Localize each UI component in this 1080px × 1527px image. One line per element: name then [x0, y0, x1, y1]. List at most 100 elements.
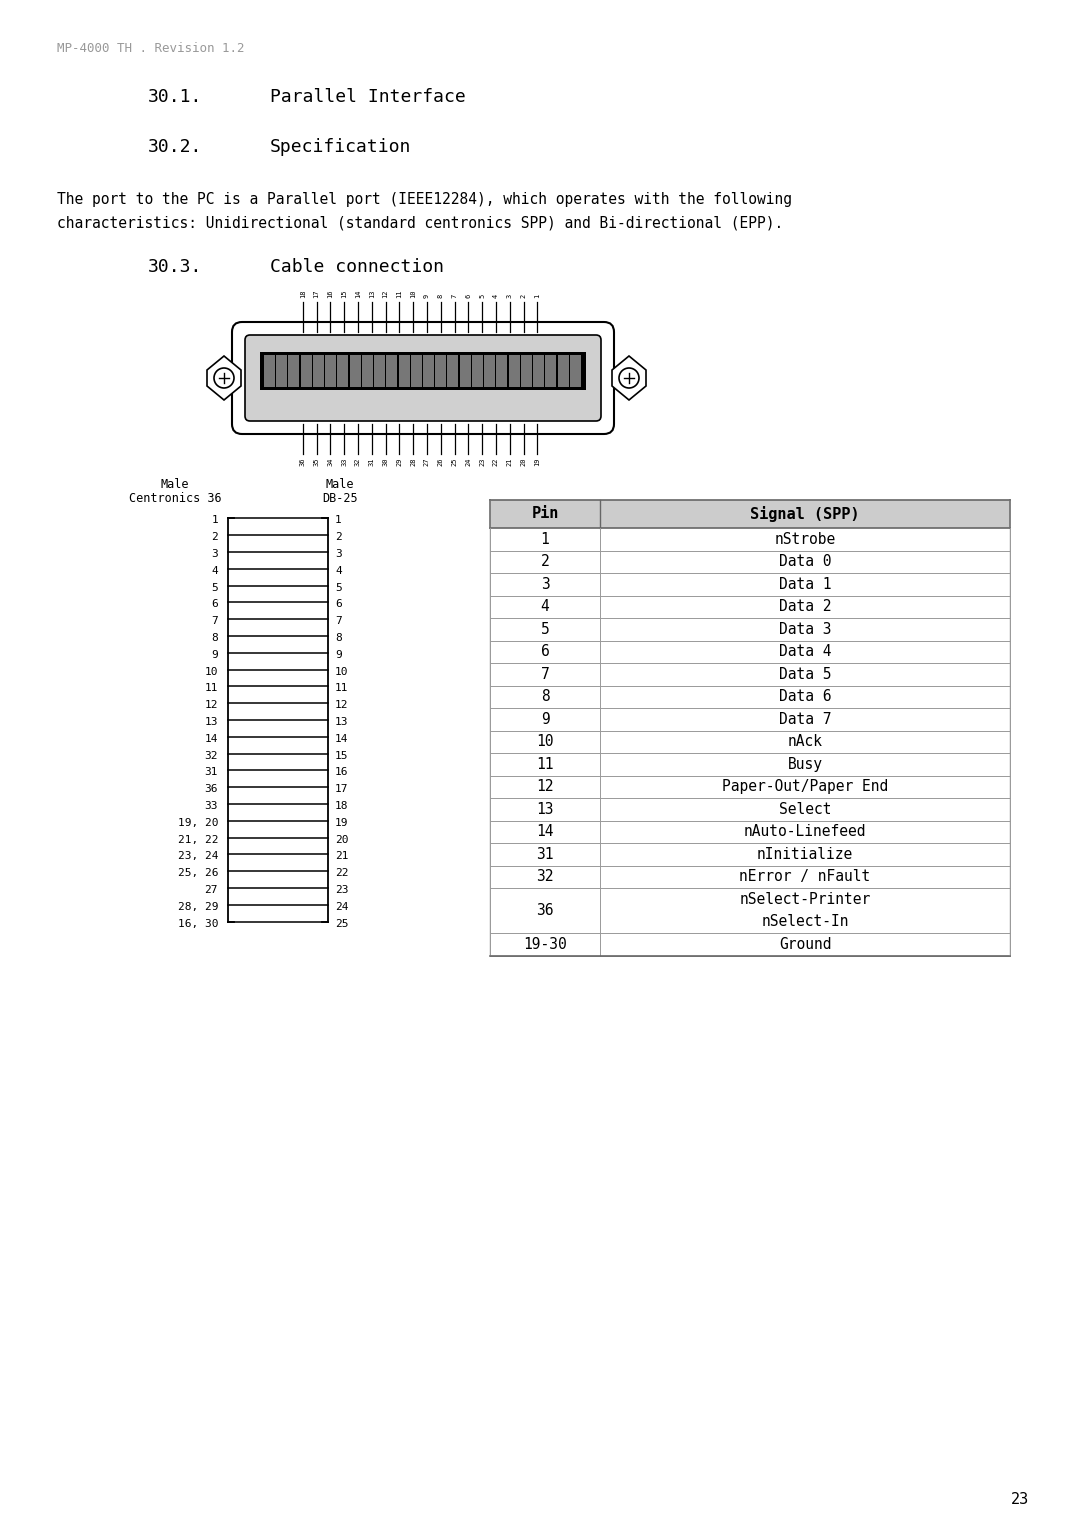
Text: nError / nFault: nError / nFault: [740, 869, 870, 884]
Bar: [490, 843, 1010, 866]
Text: 21: 21: [335, 852, 349, 861]
Text: nAck: nAck: [787, 734, 823, 750]
Text: 15: 15: [335, 751, 349, 760]
Text: 8: 8: [541, 689, 550, 704]
Text: nAuto-Linefeed: nAuto-Linefeed: [744, 825, 866, 840]
Text: Specification: Specification: [270, 137, 411, 156]
Text: 3: 3: [335, 550, 341, 559]
Polygon shape: [612, 356, 646, 400]
Text: 12: 12: [204, 701, 218, 710]
Text: 1: 1: [535, 293, 540, 298]
Text: 23: 23: [1011, 1492, 1029, 1507]
Bar: [490, 799, 1010, 820]
Text: 14: 14: [335, 734, 349, 744]
Text: 2: 2: [541, 554, 550, 570]
Text: Data 5: Data 5: [779, 667, 832, 681]
Bar: [374, 354, 386, 386]
Text: Male: Male: [161, 478, 189, 492]
Text: 21: 21: [507, 457, 513, 466]
Text: MP-4000 TH . Revision 1.2: MP-4000 TH . Revision 1.2: [57, 43, 244, 55]
Text: Data 6: Data 6: [779, 689, 832, 704]
Text: 1: 1: [212, 516, 218, 525]
Text: 17: 17: [313, 290, 320, 298]
Text: 5: 5: [541, 621, 550, 637]
Text: 14: 14: [537, 825, 554, 840]
Text: 35: 35: [313, 457, 320, 466]
Bar: [557, 354, 568, 386]
Text: Parallel Interface: Parallel Interface: [270, 89, 465, 105]
Text: 14: 14: [204, 734, 218, 744]
Text: 30.1.: 30.1.: [148, 89, 202, 105]
Bar: [490, 640, 1010, 663]
Text: 19, 20: 19, 20: [177, 818, 218, 828]
Bar: [472, 354, 483, 386]
Bar: [288, 354, 299, 386]
Text: Ground: Ground: [779, 936, 832, 951]
Text: 6: 6: [465, 293, 471, 298]
Bar: [545, 354, 556, 386]
Text: 5: 5: [212, 583, 218, 592]
Text: 16: 16: [335, 768, 349, 777]
Bar: [410, 354, 422, 386]
Text: 16: 16: [327, 290, 334, 298]
Circle shape: [214, 368, 234, 388]
Bar: [490, 573, 1010, 596]
Bar: [497, 354, 508, 386]
Text: Data 2: Data 2: [779, 599, 832, 614]
Text: 5: 5: [335, 583, 341, 592]
Bar: [276, 354, 287, 386]
Bar: [490, 730, 1010, 753]
Bar: [313, 354, 324, 386]
Bar: [264, 354, 275, 386]
Bar: [399, 354, 409, 386]
Text: Data 0: Data 0: [779, 554, 832, 570]
Text: 28, 29: 28, 29: [177, 902, 218, 912]
Text: DB-25: DB-25: [322, 492, 357, 505]
Text: 10: 10: [204, 667, 218, 676]
Text: Busy: Busy: [787, 757, 823, 771]
Text: 31: 31: [204, 768, 218, 777]
Text: 8: 8: [212, 634, 218, 643]
Text: Pin: Pin: [531, 507, 558, 522]
Text: nSelect-In: nSelect-In: [761, 915, 849, 930]
Text: 6: 6: [212, 600, 218, 609]
Text: 7: 7: [212, 617, 218, 626]
Text: 2: 2: [335, 533, 341, 542]
Text: 30.2.: 30.2.: [148, 137, 202, 156]
Bar: [490, 528, 1010, 551]
Text: 7: 7: [335, 617, 341, 626]
Bar: [490, 753, 1010, 776]
Text: 31: 31: [537, 847, 554, 861]
Text: 22: 22: [492, 457, 499, 466]
Text: 10: 10: [537, 734, 554, 750]
Bar: [534, 354, 544, 386]
Text: 26: 26: [437, 457, 444, 466]
Text: 3: 3: [212, 550, 218, 559]
Text: 31: 31: [368, 457, 375, 466]
Text: 30: 30: [382, 457, 389, 466]
Text: 12: 12: [537, 779, 554, 794]
Text: 32: 32: [355, 457, 361, 466]
Text: Data 7: Data 7: [779, 712, 832, 727]
Text: characteristics: Unidirectional (standard centronics SPP) and Bi-directional (EP: characteristics: Unidirectional (standar…: [57, 215, 783, 231]
Text: nSelect-Printer: nSelect-Printer: [740, 892, 870, 907]
Text: 11: 11: [537, 757, 554, 771]
Text: The port to the PC is a Parallel port (IEEE12284), which operates with the follo: The port to the PC is a Parallel port (I…: [57, 192, 792, 208]
Bar: [387, 354, 397, 386]
Text: 33: 33: [341, 457, 347, 466]
Text: Select: Select: [779, 802, 832, 817]
Text: Centronics 36: Centronics 36: [129, 492, 221, 505]
Text: 9: 9: [541, 712, 550, 727]
Text: 6: 6: [541, 644, 550, 660]
Text: 13: 13: [335, 718, 349, 727]
Text: 9: 9: [423, 293, 430, 298]
Bar: [423, 354, 434, 386]
Text: 36: 36: [300, 457, 306, 466]
Bar: [300, 354, 312, 386]
Text: 3: 3: [541, 577, 550, 592]
Text: 7: 7: [541, 667, 550, 681]
Text: Data 4: Data 4: [779, 644, 832, 660]
Bar: [325, 354, 336, 386]
Text: 30.3.: 30.3.: [148, 258, 202, 276]
Bar: [260, 353, 586, 389]
